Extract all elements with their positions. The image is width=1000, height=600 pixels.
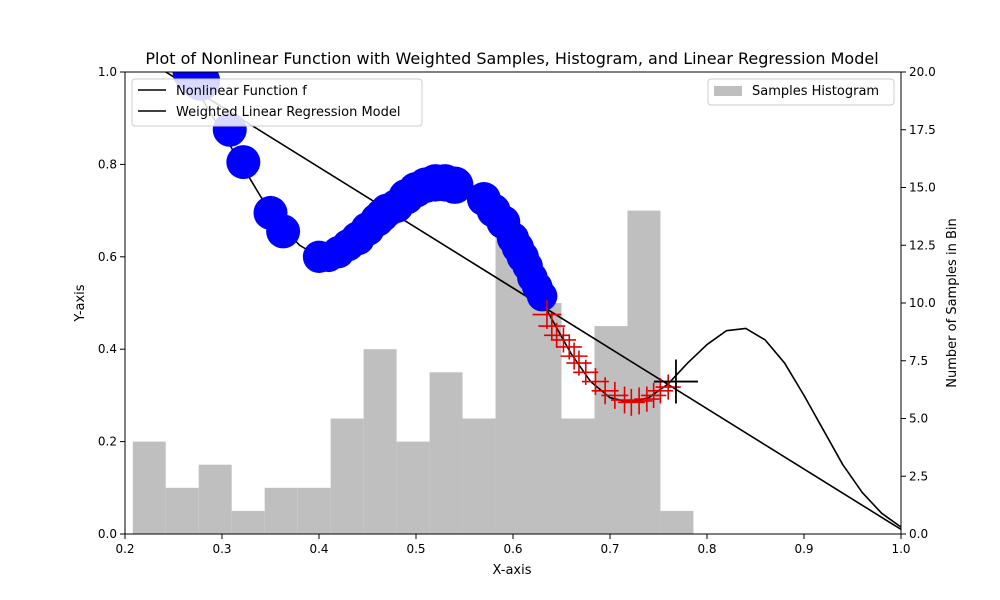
histogram-bar xyxy=(198,464,232,534)
x-tick-label: 0.3 xyxy=(212,542,231,556)
x-tick-label: 0.2 xyxy=(115,542,134,556)
y2-tick-label: 7.5 xyxy=(909,354,928,368)
y-tick-label: 0.8 xyxy=(98,157,117,171)
x-axis: 0.2 0.3 0.4 0.5 0.6 0.7 0.8 0.9 1.0 xyxy=(115,534,911,556)
weighted-sample-low xyxy=(560,342,588,370)
weighted-sample-high xyxy=(526,280,558,312)
legend-swatch-histogram xyxy=(714,86,742,96)
y2-axis-label: Number of Samples in Bin xyxy=(945,218,960,387)
weighted-sample-low xyxy=(641,382,667,408)
legend-left: Nonlinear Function f Weighted Linear Reg… xyxy=(131,78,423,127)
weighted-sample-low xyxy=(556,334,582,360)
y-tick-label: 0.4 xyxy=(98,342,117,356)
weighted-sample-low xyxy=(544,322,570,348)
chart-title: Plot of Nonlinear Function with Weighted… xyxy=(145,49,878,68)
weighted-sample-low xyxy=(634,386,660,412)
y2-tick-label: 20.0 xyxy=(909,65,936,79)
y2-tick-label: 2.5 xyxy=(909,469,928,483)
legend-label-regression: Weighted Linear Regression Model xyxy=(176,105,400,120)
histogram-bar xyxy=(165,487,199,534)
legend-label-function: Nonlinear Function f xyxy=(176,84,307,99)
legend-label-histogram: Samples Histogram xyxy=(752,84,879,99)
y2-axis: 0.0 2.5 5.0 7.5 10.0 12.5 15.0 17.5 20.0 xyxy=(901,65,936,541)
histogram-bar xyxy=(660,510,694,534)
histogram-bar xyxy=(132,441,166,534)
histogram-bar xyxy=(429,372,463,534)
legend-left-box xyxy=(131,78,423,127)
x-axis-label: X-axis xyxy=(493,563,532,578)
x-tick-label: 0.4 xyxy=(309,542,328,556)
legend-right: Samples Histogram xyxy=(707,78,895,106)
histogram-bar xyxy=(396,441,430,534)
y2-tick-label: 0.0 xyxy=(909,527,928,541)
weighted-sample-high xyxy=(436,166,474,204)
weighted-sample-low xyxy=(611,386,639,414)
regression-line xyxy=(164,72,901,531)
weighted-sample-low xyxy=(625,387,653,415)
y2-tick-label: 10.0 xyxy=(909,296,936,310)
y-axis: 0.0 0.2 0.4 0.6 0.8 1.0 xyxy=(98,65,125,541)
histogram-bar xyxy=(264,487,298,534)
histogram-bar xyxy=(231,510,265,534)
y2-tick-label: 12.5 xyxy=(909,238,936,252)
weighted-sample-low xyxy=(550,327,577,353)
y-axis-label: Y-axis xyxy=(73,284,88,322)
histogram-bar xyxy=(297,487,331,534)
x-tick-label: 0.5 xyxy=(406,542,425,556)
x-tick-label: 0.7 xyxy=(600,542,619,556)
y2-tick-label: 15.0 xyxy=(909,181,936,195)
x-tick-label: 1.0 xyxy=(891,542,910,556)
y-tick-label: 0.0 xyxy=(98,527,117,541)
y2-tick-label: 5.0 xyxy=(909,412,928,426)
x-tick-label: 0.6 xyxy=(503,542,522,556)
legend-right-box xyxy=(707,78,895,106)
histogram-bar xyxy=(561,418,595,534)
y-tick-label: 0.6 xyxy=(98,250,117,264)
histogram-bar xyxy=(462,418,496,534)
y-tick-label: 0.2 xyxy=(98,435,117,449)
weighted-sample-low xyxy=(617,388,645,416)
histogram-layer xyxy=(132,210,694,534)
histogram-bar xyxy=(627,210,661,534)
highlight-sample xyxy=(653,359,698,404)
weighted-sample-low xyxy=(573,359,599,385)
weighted-sample-low xyxy=(532,300,562,329)
marker-layer xyxy=(172,72,698,416)
weighted-sample-high xyxy=(226,145,261,180)
histogram-bar xyxy=(594,326,628,534)
histogram-bar xyxy=(330,418,364,534)
histogram-bar xyxy=(363,349,397,534)
weighted-sample-low xyxy=(566,350,592,376)
y2-tick-label: 17.5 xyxy=(909,123,936,137)
weighted-sample-high xyxy=(266,214,301,249)
x-tick-label: 0.9 xyxy=(794,542,813,556)
x-tick-label: 0.8 xyxy=(697,542,716,556)
y-tick-label: 1.0 xyxy=(98,65,117,79)
